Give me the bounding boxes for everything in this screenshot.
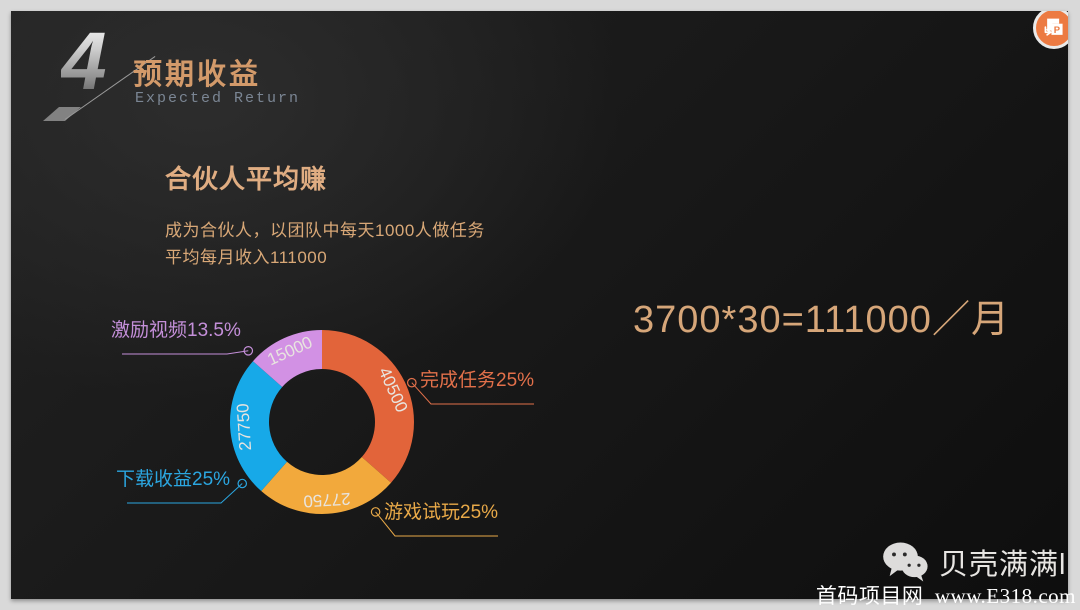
svg-text:P: P: [1054, 24, 1060, 35]
